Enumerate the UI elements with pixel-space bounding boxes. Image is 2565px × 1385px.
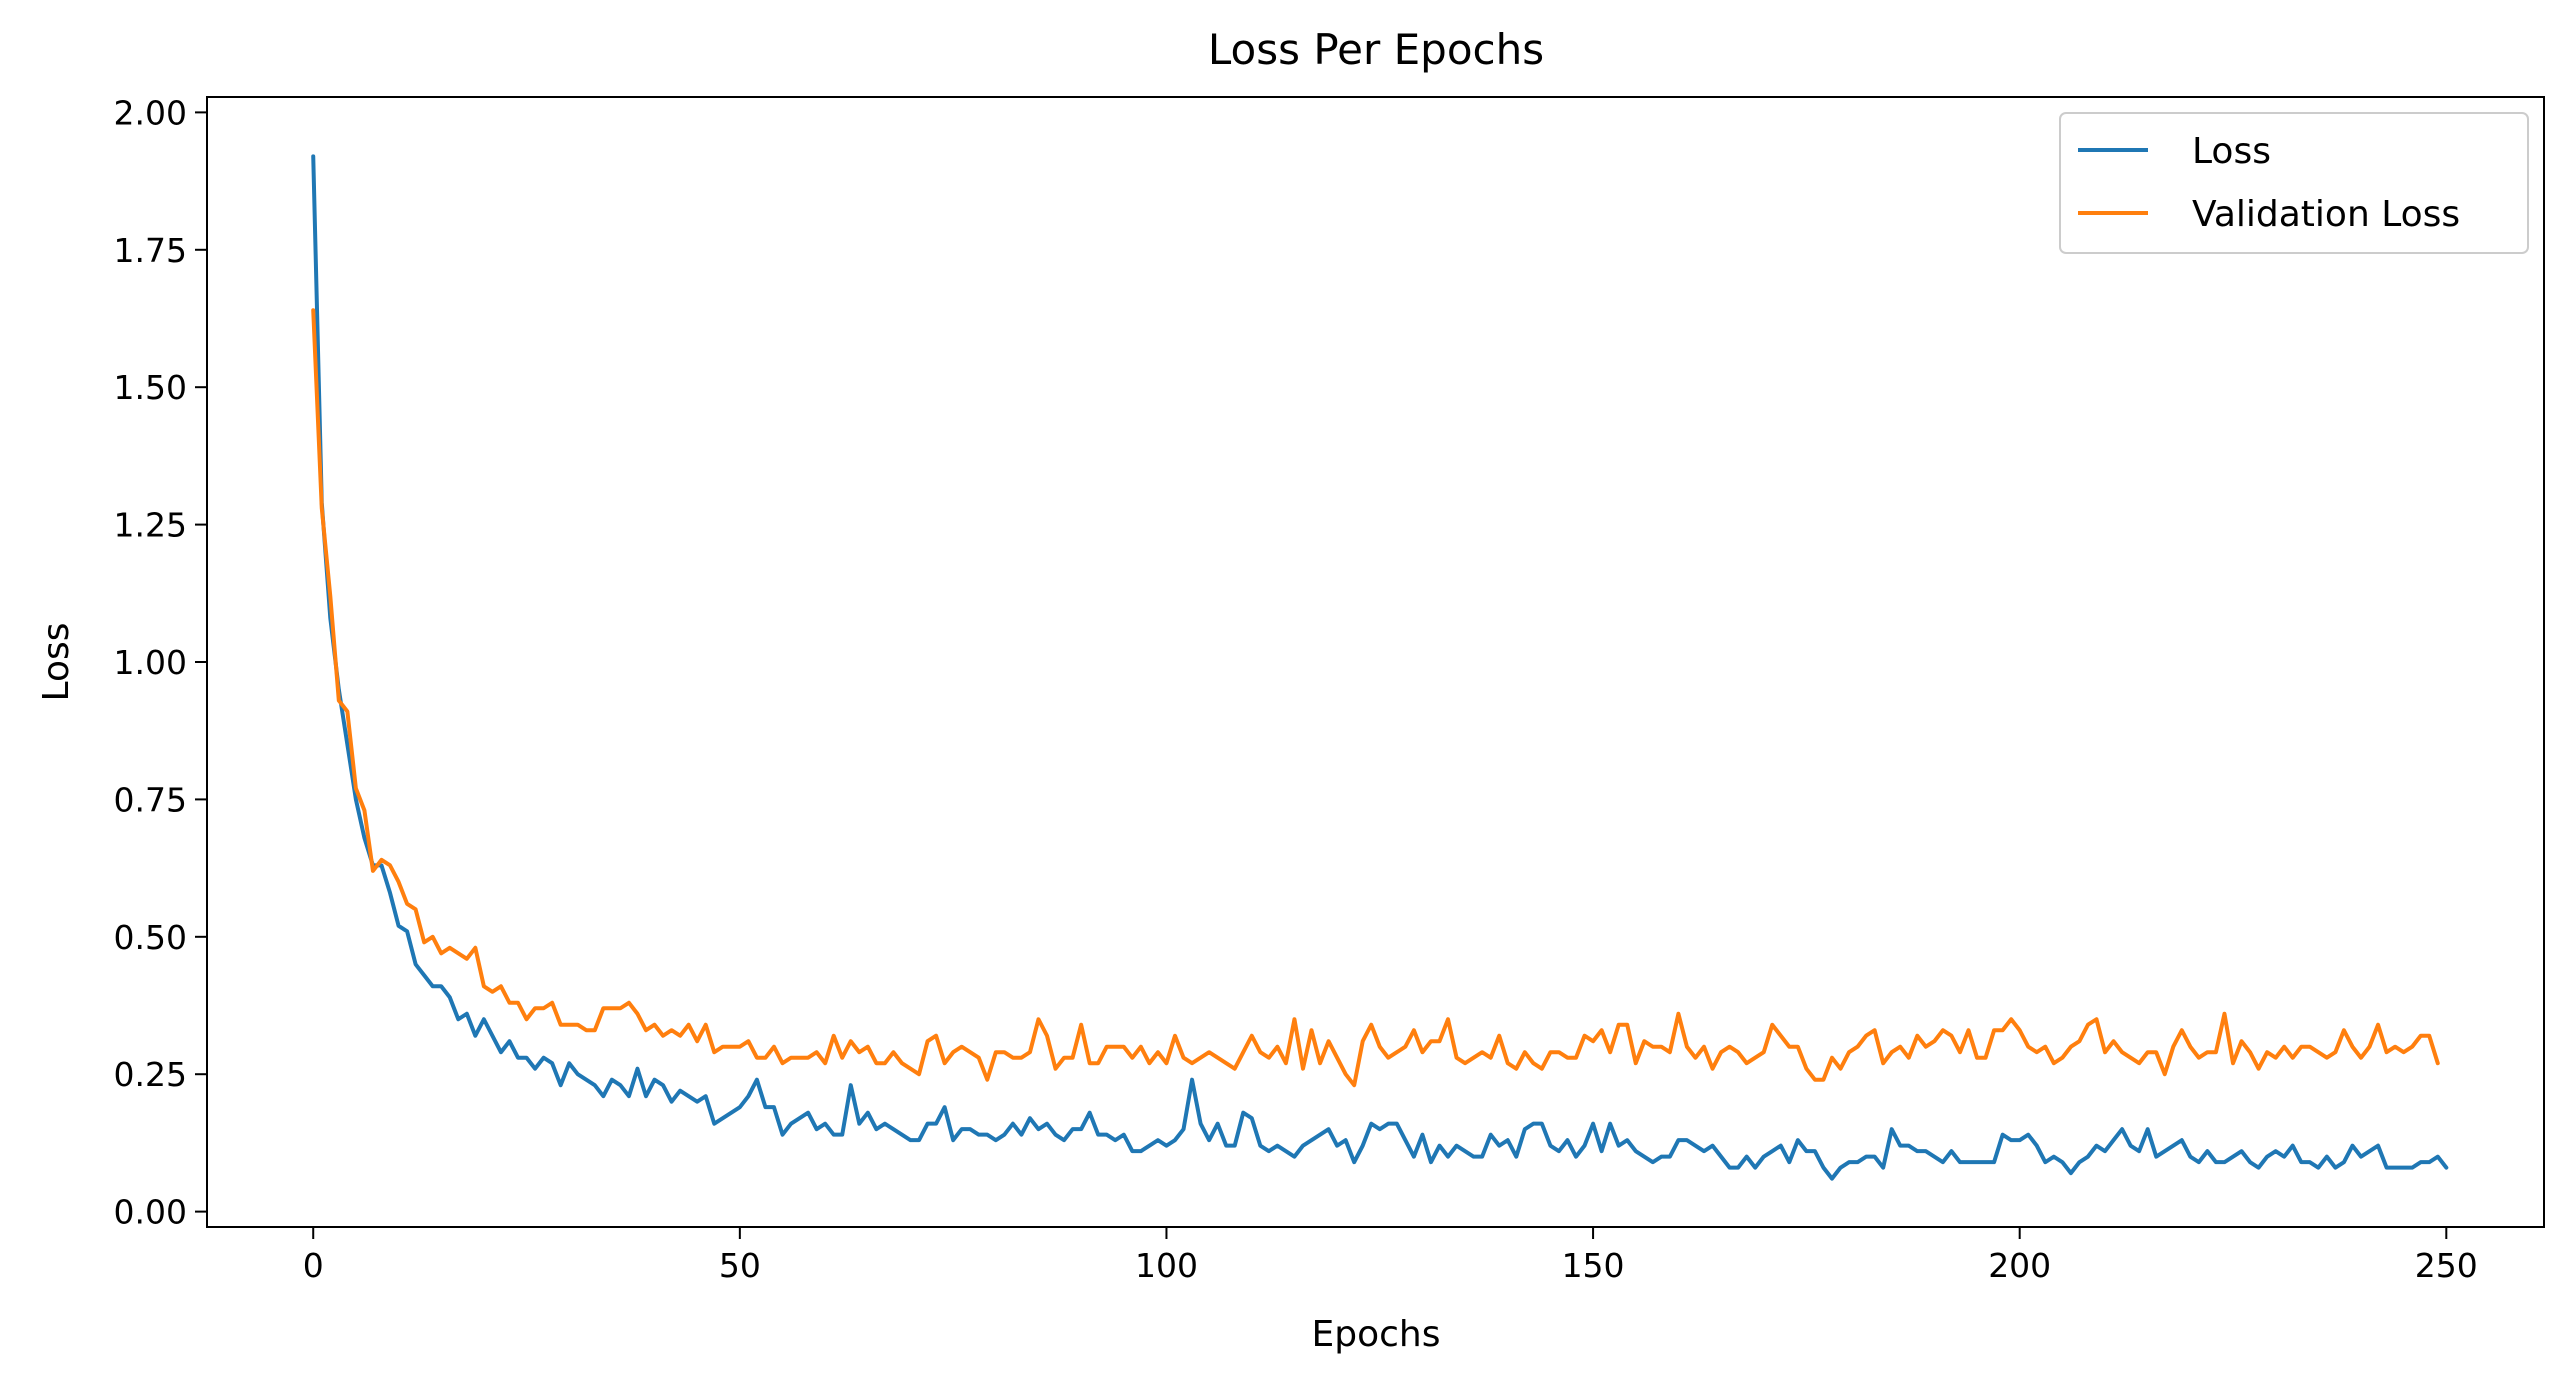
legend-box (2059, 112, 2529, 254)
y-tick-label: 2.00 (114, 93, 187, 132)
x-axis-ticks: 0 50 100 150 200 250 (303, 1227, 2478, 1285)
y-tick-label: 1.75 (114, 231, 187, 270)
y-tick-label: 1.25 (114, 506, 187, 545)
y-tick-label: 0.50 (114, 918, 187, 957)
series-layer (311, 154, 2449, 1181)
chart-title: Loss Per Epochs (1208, 25, 1544, 74)
y-axis-label: Loss (36, 623, 77, 702)
x-tick-label: 50 (719, 1246, 761, 1285)
y-tick-label: 1.00 (114, 643, 187, 682)
y-tick-label: 0.75 (114, 780, 187, 819)
legend-label-loss: Loss (2192, 131, 2271, 172)
legend-label-validation-loss: Validation Loss (2192, 194, 2460, 235)
y-tick-label: 0.25 (114, 1055, 187, 1094)
x-tick-label: 100 (1135, 1246, 1198, 1285)
x-tick-label: 0 (303, 1246, 324, 1285)
x-tick-label: 200 (1988, 1246, 2051, 1285)
x-axis-label: Epochs (1312, 1314, 1441, 1355)
x-tick-label: 150 (1562, 1246, 1625, 1285)
x-tick-label: 250 (2415, 1246, 2478, 1285)
series-line-validation-loss (311, 308, 2440, 1088)
y-axis-ticks: 0.00 0.25 0.50 0.75 1.00 1.25 1.50 1.75 2.00 (114, 93, 207, 1232)
y-tick-label: 0.00 (114, 1193, 187, 1232)
y-tick-label: 1.50 (114, 368, 187, 407)
series-line-loss (311, 154, 2449, 1181)
legend: Loss Validation Loss (2059, 112, 2529, 254)
